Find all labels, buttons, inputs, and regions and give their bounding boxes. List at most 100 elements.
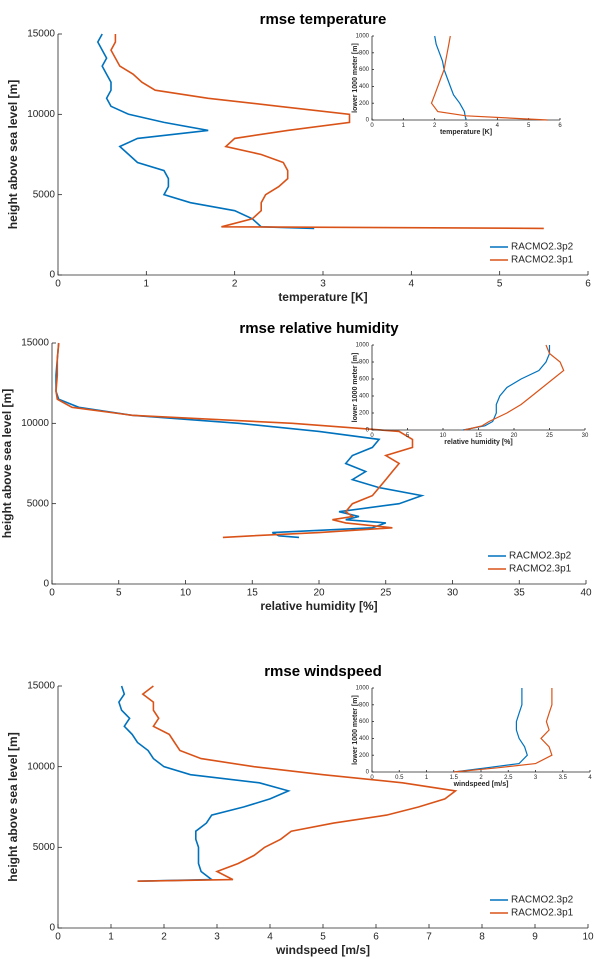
y-tick-label: 15000 xyxy=(27,29,55,40)
x-tick-label: 4 xyxy=(588,775,592,781)
y-tick-label: 5000 xyxy=(27,498,50,509)
x-tick-label: 10 xyxy=(582,932,594,943)
x-axis-label: relative humidity [%] xyxy=(444,439,512,446)
y-tick-label: 600 xyxy=(359,67,370,73)
x-tick-label: 0 xyxy=(49,588,55,599)
y-tick-label: 800 xyxy=(359,50,370,56)
x-tick-label: 5 xyxy=(116,588,122,599)
y-tick-label: 0 xyxy=(366,118,370,124)
x-axis-label: windspeed [m/s] xyxy=(453,781,509,788)
profile-line xyxy=(110,34,544,230)
y-axis-label: lower 1000 meter [m] xyxy=(352,43,359,113)
x-tick-label: 1 xyxy=(108,932,114,943)
x-tick-label: 6 xyxy=(585,279,591,290)
x-tick-label: 30 xyxy=(582,433,589,439)
y-tick-label: 0 xyxy=(49,270,55,281)
x-tick-label: 10 xyxy=(440,433,447,439)
x-tick-label: 35 xyxy=(514,588,526,599)
x-tick-label: 2 xyxy=(161,932,167,943)
x-tick-label: 10 xyxy=(180,588,192,599)
profile-line xyxy=(430,35,548,121)
x-tick-label: 40 xyxy=(580,588,592,599)
x-tick-label: 2 xyxy=(479,775,483,781)
x-tick-label: 3.5 xyxy=(559,775,568,781)
x-tick-label: 5 xyxy=(527,123,531,129)
x-tick-label: 25 xyxy=(546,433,553,439)
x-tick-label: 4 xyxy=(496,123,500,129)
x-tick-label: 20 xyxy=(511,433,518,439)
x-tick-label: 4 xyxy=(267,932,273,943)
y-tick-label: 800 xyxy=(359,360,370,366)
axis-line xyxy=(371,36,560,121)
x-axis-label: temperature [K] xyxy=(440,129,492,136)
chart-title: rmse temperature xyxy=(260,11,387,28)
x-tick-label: 8 xyxy=(479,932,485,943)
profile-line xyxy=(96,33,315,230)
y-tick-label: 0 xyxy=(43,579,49,590)
y-tick-label: 10000 xyxy=(27,109,55,120)
x-tick-label: 6 xyxy=(558,123,562,129)
x-tick-label: 1 xyxy=(402,123,406,129)
legend-box xyxy=(488,239,586,269)
y-tick-label: 600 xyxy=(359,377,370,383)
x-tick-label: 15 xyxy=(247,588,259,599)
profile-line xyxy=(55,342,425,539)
y-tick-label: 800 xyxy=(359,702,370,708)
x-tick-label: 15 xyxy=(475,433,482,439)
y-axis-label: height above sea level [m] xyxy=(0,389,14,538)
axis-line xyxy=(57,686,588,929)
y-tick-label: 200 xyxy=(359,411,370,417)
profile-line xyxy=(464,344,565,431)
profile-line xyxy=(434,35,467,121)
y-tick-label: 15000 xyxy=(27,681,55,692)
x-tick-label: 6 xyxy=(373,932,379,943)
x-tick-label: 4 xyxy=(409,279,415,290)
profile-line xyxy=(118,685,291,882)
x-tick-label: 0 xyxy=(370,775,374,781)
x-tick-label: 20 xyxy=(313,588,325,599)
x-tick-label: 7 xyxy=(426,932,432,943)
chart-title: rmse relative humidity xyxy=(239,320,399,337)
x-tick-label: 0 xyxy=(370,433,374,439)
y-tick-label: 10000 xyxy=(27,761,55,772)
legend-label: RACMO2.3p2 xyxy=(509,551,572,562)
profile-line xyxy=(137,685,458,882)
profile-line xyxy=(453,688,528,773)
profile-line xyxy=(453,688,553,773)
x-tick-label: 2.5 xyxy=(504,775,513,781)
y-tick-label: 1000 xyxy=(356,343,370,349)
axis-line xyxy=(371,688,590,773)
x-tick-label: 3 xyxy=(214,932,220,943)
x-tick-label: 9 xyxy=(532,932,538,943)
y-axis-label: lower 1000 meter [m] xyxy=(352,695,359,765)
axis-line xyxy=(371,345,585,431)
legend-label: RACMO2.3p1 xyxy=(511,255,574,266)
y-tick-label: 10000 xyxy=(21,418,49,429)
x-tick-label: 25 xyxy=(380,588,392,599)
profile-line xyxy=(55,342,414,539)
y-tick-label: 200 xyxy=(359,753,370,759)
x-tick-label: 1 xyxy=(425,775,429,781)
legend-label: RACMO2.3p1 xyxy=(511,908,574,919)
legend-box xyxy=(486,548,584,578)
y-tick-label: 0 xyxy=(366,428,370,434)
y-tick-label: 400 xyxy=(359,394,370,400)
legend-label: RACMO2.3p2 xyxy=(511,242,574,253)
x-axis-label: relative humidity [%] xyxy=(260,599,377,613)
legend-label: RACMO2.3p1 xyxy=(509,564,572,575)
y-tick-label: 600 xyxy=(359,719,370,725)
x-tick-label: 2 xyxy=(433,123,437,129)
x-tick-label: 3 xyxy=(320,279,326,290)
y-tick-label: 1000 xyxy=(356,686,370,692)
profile-line xyxy=(462,345,551,431)
x-tick-label: 5 xyxy=(406,433,410,439)
x-axis-label: temperature [K] xyxy=(278,290,367,304)
y-tick-label: 5000 xyxy=(33,842,56,853)
x-tick-label: 5 xyxy=(320,932,326,943)
y-axis-label: height above sea level [m] xyxy=(6,732,20,881)
y-tick-label: 400 xyxy=(359,84,370,90)
x-tick-label: 0 xyxy=(55,932,61,943)
legend-label: RACMO2.3p2 xyxy=(511,895,574,906)
x-tick-label: 1.5 xyxy=(450,775,459,781)
